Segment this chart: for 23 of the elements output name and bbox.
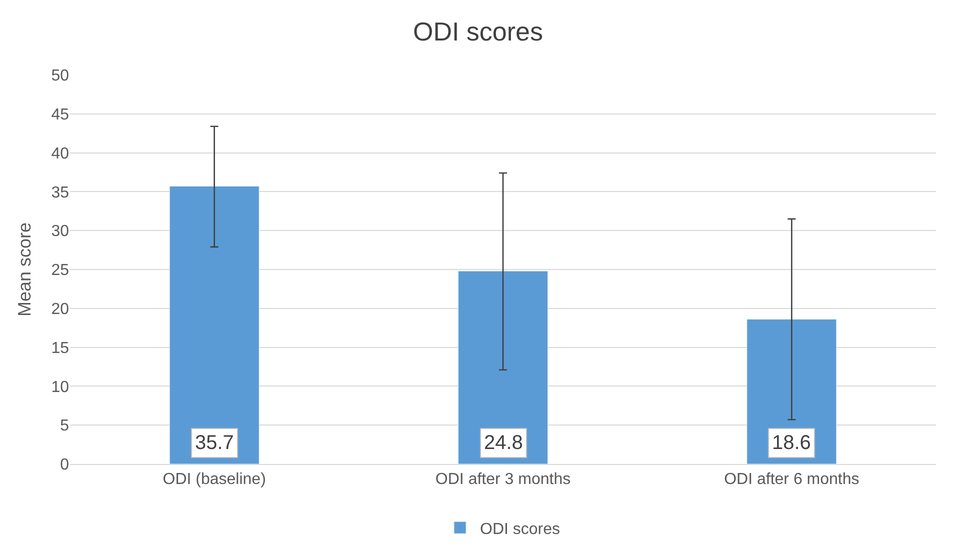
data-label: 35.7 (195, 432, 234, 454)
y-tick-label: 35 (51, 184, 70, 202)
y-tick-label: 15 (51, 340, 70, 357)
y-tick-label: 45 (51, 106, 70, 124)
y-tick-label: 10 (51, 378, 70, 396)
bar (458, 270, 548, 464)
y-tick-label: 5 (60, 418, 70, 435)
legend-label: ODI scores (480, 520, 560, 538)
y-tick-label: 20 (51, 301, 70, 318)
chart-title: ODI scores (412, 16, 544, 46)
y-axis-title: Mean score (14, 222, 34, 317)
data-label: 24.8 (484, 432, 523, 454)
x-tick-label: ODI after 6 months (724, 471, 860, 488)
y-tick-label: 40 (51, 145, 70, 162)
x-tick-label: ODI (baseline) (162, 471, 266, 488)
bar (746, 319, 837, 464)
bar (169, 186, 260, 464)
x-tick-label: ODI after 3 months (435, 471, 571, 488)
y-tick-label: 25 (51, 262, 70, 280)
y-tick-label: 30 (51, 223, 70, 240)
data-label: 18.6 (772, 432, 811, 454)
y-tick-label: 50 (51, 68, 70, 85)
y-tick-label: 0 (60, 456, 70, 474)
